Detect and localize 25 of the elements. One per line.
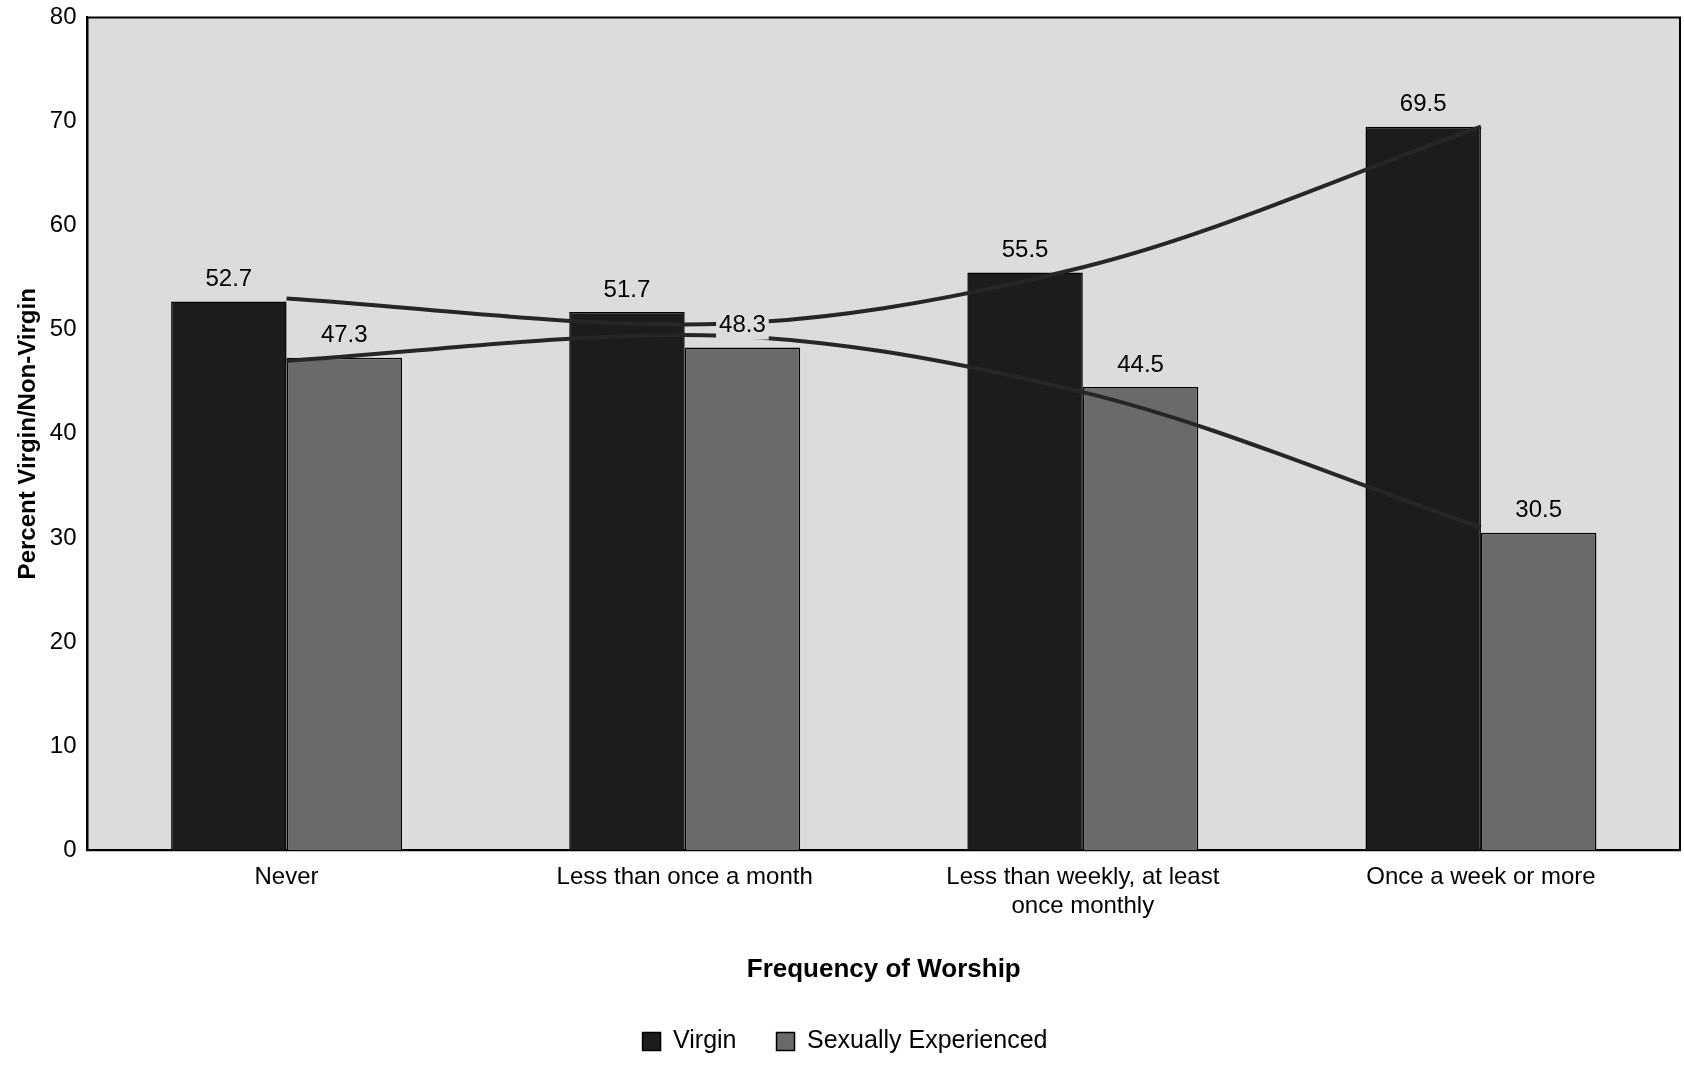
data-label: 48.3 — [719, 310, 766, 338]
y-tick-label: 10 — [49, 730, 77, 758]
y-tick-label: 50 — [49, 314, 77, 342]
x-axis-title: Frequency of Worship — [746, 952, 1021, 983]
data-label: 52.7 — [205, 264, 253, 292]
data-label: 47.3 — [320, 320, 368, 348]
x-tick-label: Once a week or more — [1366, 862, 1596, 890]
y-tick-label: 70 — [49, 106, 77, 134]
x-tick-label: Less than once a month — [556, 862, 813, 890]
y-tick-label: 20 — [49, 626, 77, 654]
data-label: 55.5 — [1001, 235, 1049, 263]
data-label: 44.5 — [1117, 349, 1164, 377]
y-tick-label: 80 — [49, 2, 77, 30]
legend-label: Virgin — [673, 1025, 737, 1054]
y-tick-label: 0 — [63, 834, 77, 862]
x-tick-label: Less than weekly, at least once monthly — [946, 862, 1220, 919]
y-tick-label: 30 — [49, 522, 77, 550]
x-tick-label: Never — [254, 862, 319, 890]
data-label: 51.7 — [603, 274, 651, 302]
legend-label: Sexually Experienced — [807, 1025, 1048, 1054]
y-tick-label: 60 — [49, 210, 77, 238]
y-tick-label: 40 — [49, 418, 77, 446]
y-axis-title: Percent Virgin/Non-Virgin — [13, 288, 41, 580]
data-label: 30.5 — [1515, 495, 1563, 523]
data-label: 69.5 — [1399, 89, 1447, 117]
